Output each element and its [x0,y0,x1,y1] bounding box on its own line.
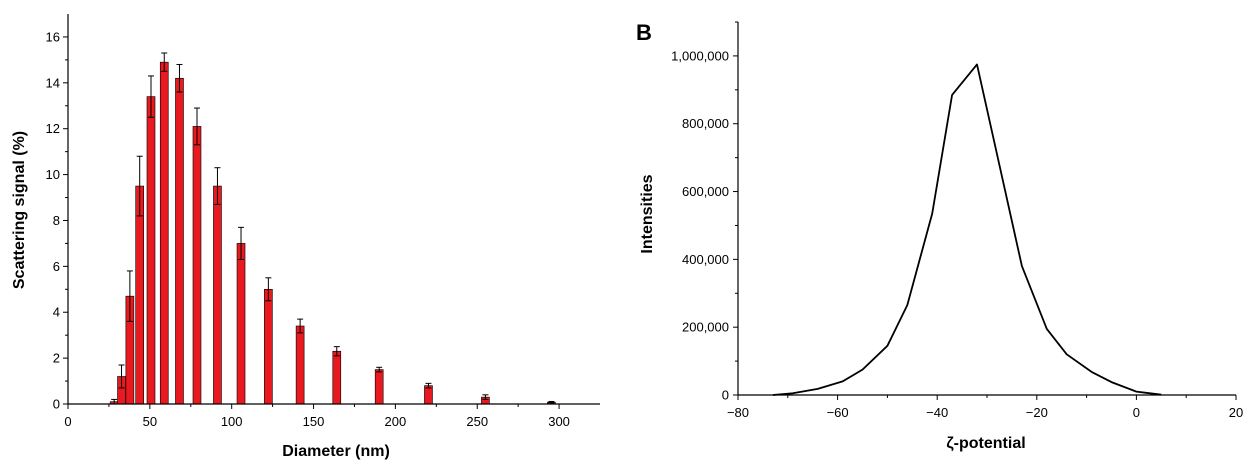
zeta-potential-line [772,63,1162,396]
diameter-y-tick-label: 0 [53,397,60,412]
diameter-bar [135,185,144,405]
diameter-x-tick-label: 250 [466,414,488,429]
diameter-bar [159,61,169,405]
diameter-x-axis-label: Diameter (nm) [282,443,390,460]
diameter-bar [213,185,222,405]
diameter-bar [332,350,342,405]
diameter-y-tick-label: 2 [53,351,60,366]
zeta-y-tick-label: 400,000 [682,252,729,267]
zeta-y-tick-label: 0 [722,388,729,403]
diameter-x-tick-label: 150 [303,414,325,429]
diameter-y-tick-label: 10 [46,167,60,182]
diameter-y-tick-label: 4 [53,305,60,320]
zeta-x-tick-label: 0 [1133,405,1140,420]
diameter-y-tick-label: 16 [46,29,60,44]
zeta-y-ticks: 0 200,000 400,000 600,000 800,000 1,000,000 [671,21,738,403]
zeta-x-tick-label: −40 [926,405,948,420]
zeta-potential-panel: B −80 −60 −40 −20 0 20 0 200,000 400,000 600,000… [636,20,1243,452]
panel-label-b: B [636,20,652,45]
diameter-x-ticks: 0 50 100 150 200 250 300 [64,404,570,429]
diameter-y-tick-label: 8 [53,213,60,228]
diameter-x-tick-label: 0 [64,414,71,429]
diameter-x-tick-label: 300 [548,414,570,429]
diameter-histogram-panel: 0 50 100 150 200 250 300 0 2 4 6 8 10 12 14 16 Diamete… [11,14,600,460]
zeta-y-tick-label: 1,000,000 [671,48,729,63]
zeta-x-tick-label: −80 [727,405,749,420]
zeta-x-ticks: −80 −60 −40 −20 0 20 [727,395,1243,420]
diameter-y-tick-label: 12 [46,121,60,136]
zeta-y-tick-label: 200,000 [682,320,729,335]
zeta-y-tick-label: 600,000 [682,184,729,199]
zeta-x-tick-label: −60 [827,405,849,420]
diameter-bar [264,288,273,405]
diameter-x-tick-label: 50 [143,414,157,429]
zeta-y-tick-label: 800,000 [682,116,729,131]
diameter-y-ticks: 0 2 4 6 8 10 12 14 16 [46,29,68,412]
zeta-x-tick-label: −20 [1026,405,1048,420]
diameter-bars [109,61,556,405]
zeta-x-axis-label: ζ-potential [946,435,1025,452]
diameter-x-tick-label: 100 [221,414,243,429]
diameter-bar [236,243,246,405]
diameter-y-axis-label: Scattering signal (%) [11,131,28,289]
diameter-bar [192,126,202,405]
zeta-x-tick-label: 20 [1229,405,1243,420]
zeta-y-axis-label: Intensities [639,174,656,253]
diameter-x-tick-label: 200 [385,414,407,429]
diameter-bar [146,96,156,405]
diameter-bar [374,369,384,405]
diameter-bar [175,77,184,405]
diameter-bar [295,325,305,405]
diameter-y-tick-label: 6 [53,259,60,274]
diameter-y-tick-label: 14 [46,75,60,90]
